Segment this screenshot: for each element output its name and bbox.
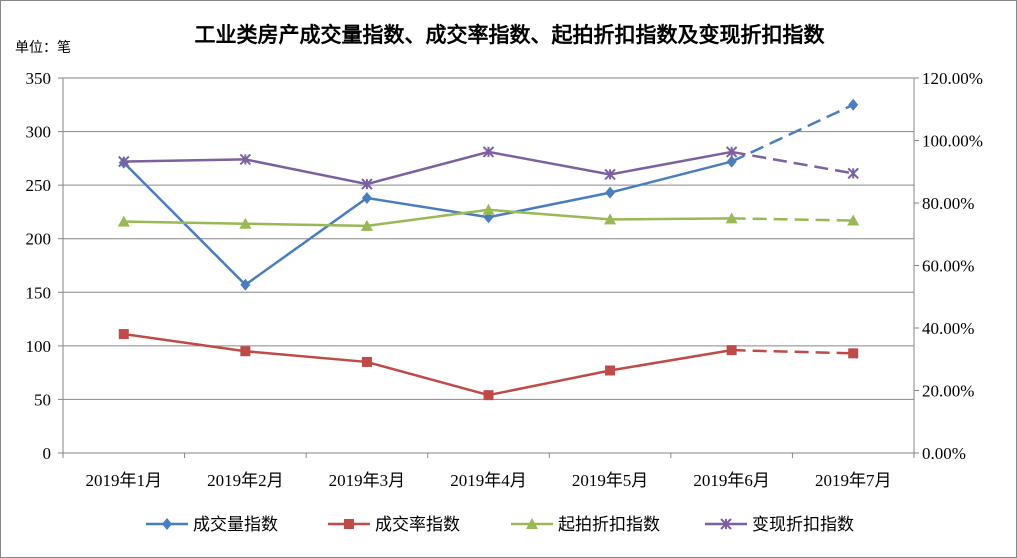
series-1 [118,329,859,401]
unit-label: 单位：笔 [15,40,71,56]
legend-item: 成交量指数 [146,515,278,534]
series-0 [118,98,859,291]
data-point [361,178,373,190]
data-point [240,346,251,357]
y-right-tick-label: 20.00% [922,382,974,401]
x-tick-label: 2019年5月 [572,471,649,490]
legend-marker [720,518,732,530]
data-point [483,390,494,401]
x-tick-label: 2019年4月 [450,471,527,490]
legend-marker [526,518,538,529]
data-point [726,155,737,168]
series-line [122,160,732,287]
y-left-tick-label: 350 [26,69,52,88]
data-point [604,168,616,181]
y-left-tick-label: 100 [26,337,52,356]
x-tick-label: 2019年3月 [329,471,406,490]
chart-title: 工业类房产成交量指数、成交率指数、起拍折扣指数及变现折扣指数 [194,22,825,47]
data-point [361,356,372,367]
data-point [725,212,738,224]
data-point [240,278,251,291]
data-point [360,219,373,231]
legend-marker [344,519,354,529]
data-point [118,155,130,168]
y-left-tick-label: 150 [26,283,52,302]
data-point [725,146,738,158]
y-right-tick-label: 0.00% [922,444,966,463]
y-right-tick-label: 80.00% [922,194,974,213]
data-point [361,192,372,204]
data-point [117,215,130,227]
y-left-tick-label: 300 [26,123,52,142]
data-point [847,214,860,226]
series-2 [117,203,860,231]
data-point [605,365,616,376]
series-3 [118,146,859,190]
y-left-tick-label: 200 [26,230,52,249]
x-tick-label: 2019年6月 [693,471,770,490]
series-line [123,208,732,228]
legend-label: 变现折扣指数 [752,515,854,534]
y-right-tick-label: 100.00% [922,132,983,151]
data-point [239,217,252,229]
legend-label: 起拍折扣指数 [558,515,660,534]
y-left-tick-label: 0 [43,444,52,463]
series-line-dashed [731,150,854,175]
data-point [482,203,495,215]
legend-label: 成交率指数 [375,515,460,534]
data-point [848,348,859,359]
series-line-dashed [731,217,854,222]
data-point [239,153,252,166]
data-point [604,213,617,225]
data-point [848,98,859,111]
legend-marker [162,518,172,530]
y-right-tick-label: 40.00% [922,319,974,338]
series-line [123,150,732,186]
data-point [605,186,616,199]
series-line-dashed [731,348,854,355]
data-point [726,345,737,356]
y-left-tick-label: 250 [26,176,52,195]
y-left-tick-label: 50 [34,390,51,409]
y-right-tick-label: 60.00% [922,257,974,276]
legend-item: 起拍折扣指数 [511,515,660,534]
x-tick-label: 2019年1月 [86,471,163,490]
series-line-dashed [731,103,854,163]
x-tick-label: 2019年2月 [207,471,284,490]
data-point [118,329,129,340]
y-right-tick-label: 120.00% [922,69,983,88]
legend-item: 成交率指数 [328,515,460,534]
legend-item: 变现折扣指数 [705,515,854,534]
x-tick-label: 2019年7月 [815,471,892,490]
data-point [482,146,495,158]
legend-label: 成交量指数 [193,515,278,534]
series-line [123,332,732,397]
data-point [847,167,859,180]
